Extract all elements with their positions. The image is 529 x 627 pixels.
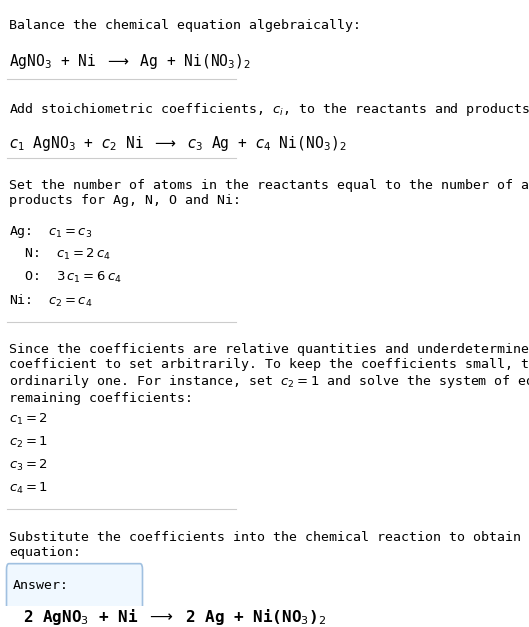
Text: Answer:: Answer: [12, 579, 68, 592]
Text: $c_1$ AgNO$_3$ + $c_2$ Ni $\longrightarrow$ $c_3$ Ag + $c_4$ Ni(NO$_3$)$_2$: $c_1$ AgNO$_3$ + $c_2$ Ni $\longrightarr… [9, 134, 346, 152]
Text: Substitute the coefficients into the chemical reaction to obtain the balanced
eq: Substitute the coefficients into the che… [9, 530, 529, 559]
FancyBboxPatch shape [6, 564, 142, 627]
Text: Ag: $\;\;c_1 = c_3$: Ag: $\;\;c_1 = c_3$ [9, 224, 92, 240]
Text: Add stoichiometric coefficients, $c_i$, to the reactants and products:: Add stoichiometric coefficients, $c_i$, … [9, 100, 529, 117]
Text: $c_3 = 2$: $c_3 = 2$ [9, 458, 48, 473]
Text: Balance the chemical equation algebraically:: Balance the chemical equation algebraica… [9, 19, 361, 32]
Text: AgNO$_3$ + Ni $\longrightarrow$ Ag + Ni(NO$_3$)$_2$: AgNO$_3$ + Ni $\longrightarrow$ Ag + Ni(… [9, 52, 251, 71]
Text: $c_1 = 2$: $c_1 = 2$ [9, 412, 48, 427]
Text: Since the coefficients are relative quantities and underdetermined, choose a
coe: Since the coefficients are relative quan… [9, 342, 529, 405]
Text: 2 AgNO$_3$ + Ni $\longrightarrow$ 2 Ag + Ni(NO$_3$)$_2$: 2 AgNO$_3$ + Ni $\longrightarrow$ 2 Ag +… [23, 607, 326, 627]
Text: N: $\;\;c_1 = 2\,c_4$: N: $\;\;c_1 = 2\,c_4$ [9, 247, 111, 262]
Text: Ni: $\;\;c_2 = c_4$: Ni: $\;\;c_2 = c_4$ [9, 293, 93, 308]
Text: $c_4 = 1$: $c_4 = 1$ [9, 480, 48, 496]
Text: Set the number of atoms in the reactants equal to the number of atoms in the
pro: Set the number of atoms in the reactants… [9, 179, 529, 207]
Text: O: $\;\;3\,c_1 = 6\,c_4$: O: $\;\;3\,c_1 = 6\,c_4$ [9, 270, 122, 285]
Text: $c_2 = 1$: $c_2 = 1$ [9, 435, 48, 450]
